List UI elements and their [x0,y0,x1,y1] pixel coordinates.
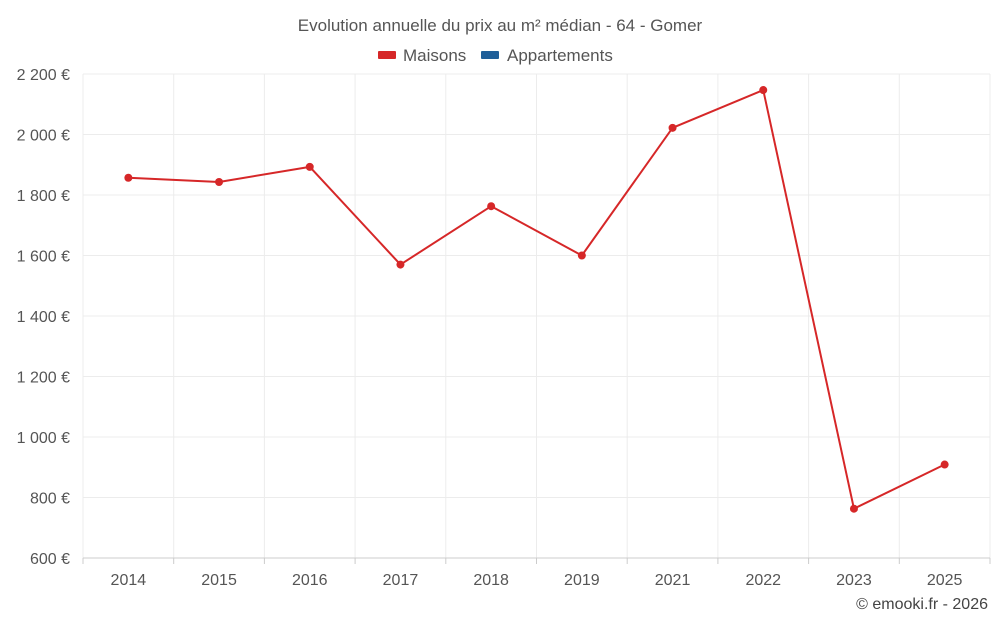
data-point-maisons-2025[interactable] [940,460,949,469]
y-tick-label: 600 € [30,551,70,568]
chart-title: Evolution annuelle du prix au m² médian … [298,16,703,35]
series [124,86,949,513]
x-tick-label: 2023 [836,572,872,589]
x-axis-ticks: 2014 2015 2016 2017 2018 2019 2021 2022 2023 2025 [111,572,963,589]
credit-text: © emooki.fr - 2026 [856,596,988,613]
series-line-maisons [128,89,946,510]
y-tick-label: 1 800 € [17,188,70,205]
y-tick-label: 1 600 € [17,249,70,266]
y-tick-label: 2 200 € [17,67,70,84]
x-tick-label: 2019 [564,572,600,589]
grid [82,73,991,559]
data-point-maisons-2019[interactable] [577,251,586,260]
x-tick-label: 2025 [927,572,963,589]
legend: Maisons Appartements [378,46,613,65]
y-tick-label: 2 000 € [17,128,70,145]
axes [82,557,991,564]
x-tick-label: 2015 [201,572,237,589]
y-tick-label: 1 200 € [17,370,70,387]
legend-item-appartements[interactable]: Appartements [481,46,613,65]
x-tick-label: 2017 [383,572,419,589]
data-point-maisons-2022[interactable] [759,86,768,95]
legend-swatch-maisons [378,51,396,59]
data-point-maisons-2014[interactable] [124,173,133,182]
data-point-maisons-2016[interactable] [305,162,314,171]
x-tick-label: 2021 [655,572,691,589]
data-point-maisons-2018[interactable] [487,202,496,211]
x-tick-label: 2018 [473,572,509,589]
data-point-maisons-2023[interactable] [849,504,858,513]
y-tick-label: 1 000 € [17,430,70,447]
legend-swatch-appartements [481,51,499,59]
legend-label-maisons: Maisons [403,46,466,65]
data-point-maisons-2015[interactable] [215,177,224,186]
y-tick-label: 1 400 € [17,309,70,326]
y-tick-label: 800 € [30,491,70,508]
x-tick-label: 2022 [745,572,781,589]
data-point-maisons-2017[interactable] [396,260,405,269]
legend-label-appartements: Appartements [507,46,613,65]
x-tick-label: 2014 [111,572,147,589]
y-axis-ticks: 600 € 800 € 1 000 € 1 200 € 1 400 € 1 600 € 1 … [17,67,70,568]
data-point-maisons-2021[interactable] [668,123,677,132]
legend-item-maisons[interactable]: Maisons [378,46,466,65]
x-tick-label: 2016 [292,572,328,589]
